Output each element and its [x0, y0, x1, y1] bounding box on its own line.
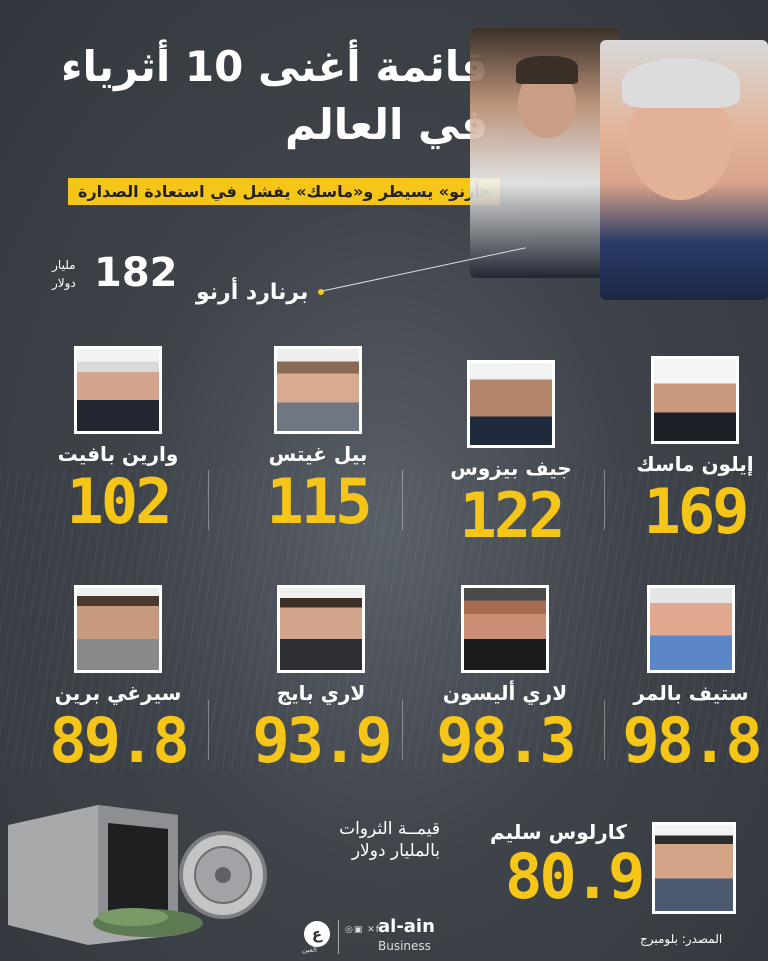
column-divider	[208, 470, 209, 530]
brand-subtitle: Business	[378, 939, 431, 953]
person-name: جيف بيزوس	[450, 456, 572, 480]
person-photo	[467, 360, 555, 448]
vault-illustration	[8, 805, 268, 945]
person-value: 122	[459, 479, 566, 552]
values-note: قيمــة الثروات بالمليار دولار	[330, 818, 440, 862]
person-name: بيل غيتس	[268, 442, 368, 466]
person-card-buffett: وارين بافيت 102	[43, 346, 193, 538]
page-title: قائمة أغنى 10 أثرياء في العالم	[48, 38, 488, 154]
source-credit: المصدر: بلومبرج	[640, 932, 723, 946]
person-card-bezos: جيف بيزوس 122	[436, 360, 586, 552]
person-name: إيلون ماسك	[636, 452, 754, 476]
top-person-value: 182	[94, 250, 178, 296]
brand-name: al-ain	[378, 916, 435, 937]
person-name: ستيف بالمر	[633, 681, 749, 705]
note-line-1: قيمــة الثروات	[339, 819, 440, 839]
person-name: لاري أليسون	[442, 681, 568, 705]
logo-divider	[338, 920, 339, 954]
person-photo	[74, 346, 162, 434]
person-value: 98.3	[436, 704, 576, 777]
person-photo-slim	[652, 822, 736, 914]
title-line-2: في العالم	[285, 100, 488, 149]
al-ain-logo-caption: العين	[302, 946, 317, 954]
top-person-unit: مليار دولار	[52, 256, 76, 292]
person-value: 98.8	[622, 704, 762, 777]
title-line-1: قائمة أغنى 10 أثرياء	[60, 42, 488, 91]
column-divider	[604, 700, 605, 760]
person-card-ellison: لاري أليسون 98.3	[430, 585, 580, 777]
person-card-brin: سيرغي برين 89.8	[43, 585, 193, 777]
person-name-slim: كارلوس سليم	[490, 820, 627, 844]
person-card-gates: بيل غيتس 115	[243, 346, 393, 538]
person-value-slim: 80.9	[505, 840, 645, 913]
column-divider	[402, 470, 403, 530]
person-photo	[274, 346, 362, 434]
column-divider	[208, 700, 209, 760]
person-card-musk: إيلون ماسك 169	[620, 356, 768, 548]
note-line-2: بالمليار دولار	[351, 841, 440, 861]
person-value: 89.8	[49, 704, 189, 777]
unit-line-2: دولار	[52, 276, 76, 290]
leader-dot	[318, 289, 324, 295]
person-card-ballmer: ستيف بالمر 98.8	[616, 585, 766, 777]
person-value: 115	[266, 465, 373, 538]
unit-line-1: مليار	[52, 258, 76, 272]
person-photo	[651, 356, 739, 444]
hero-photo-arnault	[600, 40, 768, 300]
person-name: لاري بايج	[276, 681, 366, 705]
person-value: 93.9	[252, 704, 392, 777]
al-ain-logo-icon: ع	[304, 921, 330, 947]
subtitle-banner: «أرنو» يسيطر و«ماسك» يفشل في استعادة الص…	[68, 178, 501, 205]
column-divider	[604, 470, 605, 530]
hero-photo-musk	[470, 28, 620, 278]
person-photo	[277, 585, 365, 673]
person-name: وارين بافيت	[57, 442, 179, 466]
person-photo	[647, 585, 735, 673]
person-value: 169	[643, 475, 750, 548]
person-name: سيرغي برين	[54, 681, 182, 705]
social-icons: ◎▣ ✕f	[345, 925, 380, 935]
person-value: 102	[66, 465, 173, 538]
person-photo	[74, 585, 162, 673]
column-divider	[402, 700, 403, 760]
top-person-name: برنارد أرنو	[196, 280, 309, 305]
person-photo	[461, 585, 549, 673]
person-card-page: لاري بايج 93.9	[246, 585, 396, 777]
